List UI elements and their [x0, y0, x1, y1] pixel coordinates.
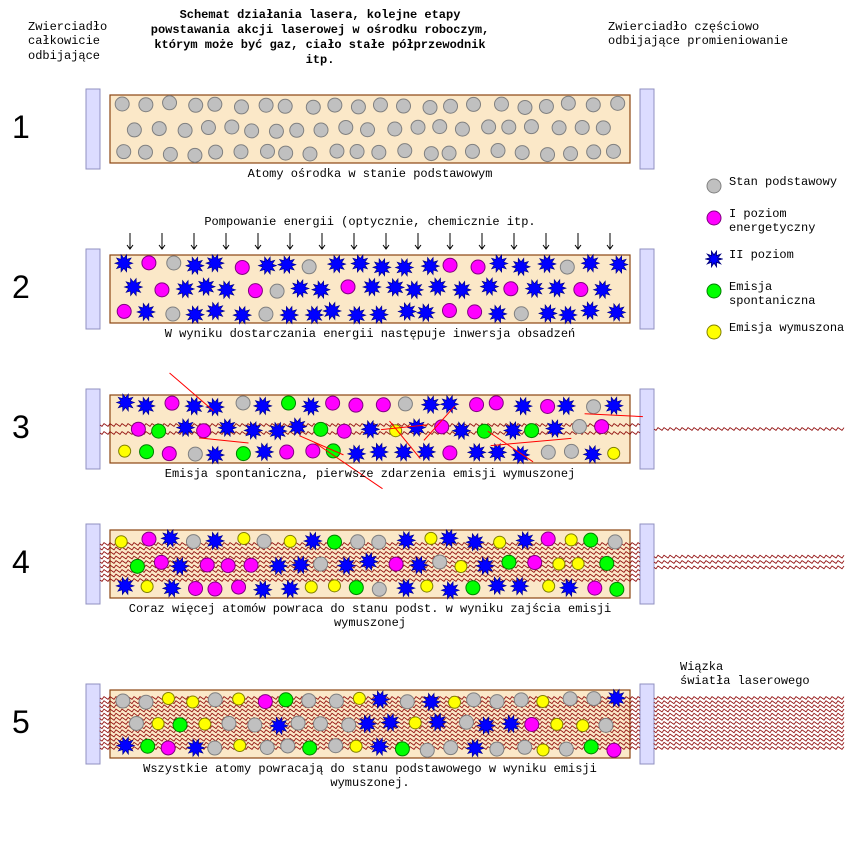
- stage-number: 2: [12, 269, 30, 306]
- right-mirror-label: Zwierciadło częściowo odbijające promien…: [608, 20, 838, 49]
- legend: Stan podstawowy I poziom energetyczny II p…: [705, 175, 845, 353]
- laser-diagram: [0, 0, 853, 842]
- legend-item: Emisja wymuszona: [705, 321, 845, 341]
- legend-label: I poziom energetyczny: [729, 207, 845, 236]
- legend-label: Stan podstawowy: [729, 175, 837, 189]
- legend-item: Stan podstawowy: [705, 175, 845, 195]
- stage-number: 4: [12, 544, 30, 581]
- legend-label: Emisja wymuszona: [729, 321, 844, 335]
- stage-number: 3: [12, 409, 30, 446]
- pump-label: Pompowanie energii (optycznie, chemiczni…: [110, 215, 630, 229]
- stage-number: 1: [12, 109, 30, 146]
- stage-caption: W wyniku dostarczania energii następuje …: [110, 327, 630, 341]
- stage-caption: Wszystkie atomy powracają do stanu podst…: [110, 762, 630, 790]
- legend-item: Emisja spontaniczna: [705, 280, 845, 309]
- legend-item: I poziom energetyczny: [705, 207, 845, 236]
- stage-number: 5: [12, 704, 30, 741]
- stage-caption: Emisja spontaniczna, pierwsze zdarzenia …: [110, 467, 630, 481]
- legend-label: II poziom: [729, 248, 794, 262]
- stage-caption: Coraz więcej atomów powraca do stanu pod…: [110, 602, 630, 630]
- left-mirror-label: Zwierciadło całkowicie odbijające: [28, 20, 128, 63]
- stage-caption: Atomy ośrodka w stanie podstawowym: [110, 167, 630, 181]
- diagram-title: Schemat działania lasera, kolejne etapy …: [140, 8, 500, 68]
- legend-label: Emisja spontaniczna: [729, 280, 845, 309]
- legend-item: II poziom: [705, 248, 845, 268]
- beam-label: Wiązka światła laserowego: [680, 660, 850, 689]
